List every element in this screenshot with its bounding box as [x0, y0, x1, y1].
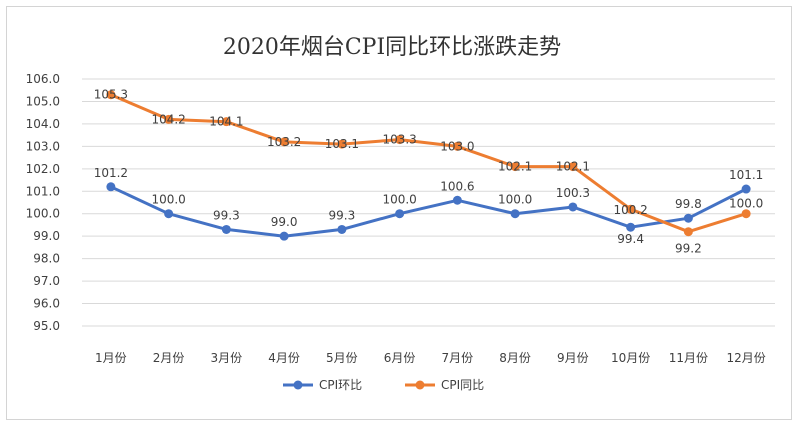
data-label: 100.0 [151, 193, 185, 207]
data-point [683, 227, 693, 237]
y-tick-label: 96.0 [33, 297, 60, 311]
legend-marker [415, 380, 425, 390]
data-label: 103.2 [267, 135, 301, 149]
data-point [452, 141, 462, 151]
data-point [106, 90, 116, 100]
x-tick-label: 1月份 [95, 351, 127, 365]
x-tick-label: 6月份 [384, 351, 416, 365]
x-axis: 1月份 2月份 3月份 4月份 5月份 6月份 7月份 8月份 9月份 10月份 11月份 12月份 [95, 351, 766, 365]
data-point [741, 209, 751, 219]
data-label: 99.3 [329, 208, 356, 222]
data-point [395, 135, 405, 145]
series-points [106, 90, 751, 241]
legend-marker [293, 380, 303, 390]
data-labels: 101.2 100.0 99.3 99.0 99.3 100.0 100.6 100.0 100… [94, 88, 764, 256]
data-label: 100.6 [440, 179, 474, 193]
data-point [395, 209, 405, 219]
data-label: 102.1 [556, 160, 590, 174]
series-line [109, 185, 748, 238]
data-point [626, 222, 636, 232]
data-point [279, 137, 289, 147]
y-tick-label: 97.0 [33, 274, 60, 288]
legend: CPI环比 CPI同比 [283, 378, 484, 392]
y-tick-label: 99.0 [33, 229, 60, 243]
data-label: 103.3 [382, 133, 416, 147]
data-point [626, 204, 636, 214]
x-tick-label: 9月份 [557, 351, 589, 365]
data-label: 105.3 [94, 88, 128, 102]
data-point [741, 184, 751, 194]
x-tick-label: 2月份 [153, 351, 185, 365]
data-label: 103.0 [440, 139, 474, 153]
data-label: 100.2 [613, 203, 647, 217]
data-point [337, 224, 347, 234]
data-label: 103.1 [325, 137, 359, 151]
data-label: 100.0 [729, 197, 763, 211]
data-point [568, 162, 578, 172]
data-label: 99.0 [271, 215, 298, 229]
y-tick-label: 104.0 [26, 117, 60, 131]
series-lines [109, 93, 748, 238]
y-tick-label: 95.0 [33, 319, 60, 333]
data-point [221, 224, 231, 234]
data-label: 104.1 [209, 115, 243, 129]
data-point [106, 182, 116, 192]
series-line [109, 93, 748, 234]
data-point [164, 209, 174, 219]
data-label: 99.4 [617, 232, 644, 246]
data-label: 100.0 [498, 193, 532, 207]
data-label: 101.2 [94, 166, 128, 180]
x-tick-label: 12月份 [726, 351, 765, 365]
gridlines [82, 78, 775, 327]
legend-label: CPI环比 [319, 378, 362, 392]
data-label: 99.8 [675, 197, 702, 211]
data-point [164, 114, 174, 124]
data-point [337, 139, 347, 149]
data-label: 100.3 [556, 186, 590, 200]
data-point [683, 213, 693, 223]
data-label: 104.2 [151, 112, 185, 126]
legend-label: CPI同比 [441, 378, 484, 392]
data-label: 99.2 [675, 242, 702, 256]
x-tick-label: 11月份 [669, 351, 708, 365]
data-point [510, 162, 520, 172]
y-axis: 95.0 96.0 97.0 98.0 99.0 100.0 101.0 102.0 103.0… [26, 72, 60, 333]
x-tick-label: 10月份 [611, 351, 650, 365]
data-point [221, 117, 231, 127]
data-point [452, 195, 462, 205]
x-tick-label: 4月份 [268, 351, 300, 365]
x-tick-label: 5月份 [326, 351, 358, 365]
data-point [510, 209, 520, 219]
x-tick-label: 8月份 [499, 351, 531, 365]
data-label: 99.3 [213, 208, 240, 222]
data-label: 102.1 [498, 160, 532, 174]
chart-title: 2020年烟台CPI同比环比涨跌走势 [223, 35, 561, 60]
y-tick-label: 101.0 [26, 184, 60, 198]
data-point [568, 202, 578, 212]
data-label: 101.1 [729, 168, 763, 182]
data-point [279, 231, 289, 241]
y-tick-label: 102.0 [26, 162, 60, 176]
y-tick-label: 103.0 [26, 139, 60, 153]
y-tick-label: 98.0 [33, 252, 60, 266]
y-tick-label: 106.0 [26, 72, 60, 86]
data-label: 100.0 [382, 193, 416, 207]
x-tick-label: 7月份 [442, 351, 474, 365]
x-tick-label: 3月份 [211, 351, 243, 365]
y-tick-label: 100.0 [26, 207, 60, 221]
y-tick-label: 105.0 [26, 94, 60, 108]
